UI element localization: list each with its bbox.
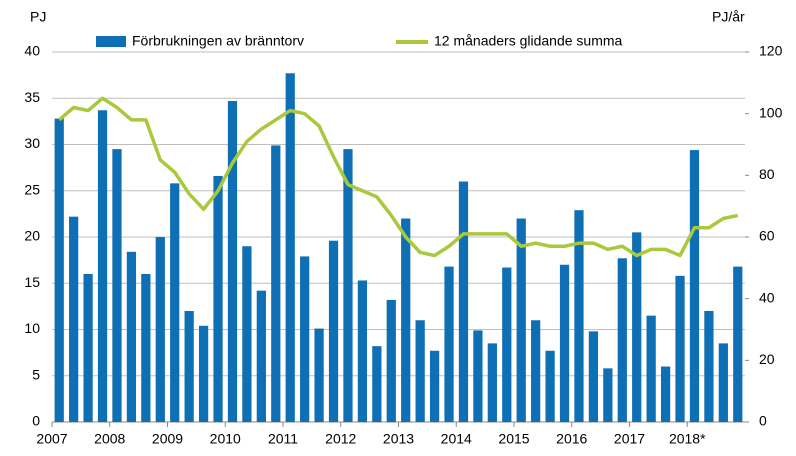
bar bbox=[545, 350, 555, 422]
bar bbox=[343, 149, 353, 422]
y-tick-label: 40 bbox=[24, 43, 40, 59]
bar bbox=[112, 149, 122, 422]
y-tick-label: 0 bbox=[32, 413, 40, 429]
bar bbox=[487, 343, 497, 422]
bar bbox=[97, 110, 108, 423]
y-tick-label: 30 bbox=[24, 135, 40, 151]
y-tick-label: 35 bbox=[24, 89, 40, 105]
bar bbox=[632, 232, 642, 422]
bar bbox=[271, 145, 281, 423]
x-tick-label: 2015 bbox=[498, 431, 529, 447]
y-tick-label: 5 bbox=[32, 366, 40, 382]
y-tick-label: 20 bbox=[24, 228, 40, 244]
bar bbox=[126, 251, 137, 422]
bar bbox=[401, 218, 411, 422]
x-tick-label: 2013 bbox=[383, 431, 414, 447]
bar bbox=[704, 311, 714, 422]
bar bbox=[155, 237, 165, 422]
bar bbox=[588, 331, 599, 422]
x-tick-label: 2018* bbox=[669, 431, 706, 447]
legend-label: Förbrukningen av bränntorv bbox=[132, 33, 304, 49]
bar bbox=[83, 274, 93, 422]
y2-tick-label: 0 bbox=[759, 413, 767, 429]
x-tick-label: 2012 bbox=[325, 431, 356, 447]
y2-tick-label: 40 bbox=[759, 289, 775, 305]
x-tick-label: 2014 bbox=[441, 431, 472, 447]
bar bbox=[415, 320, 425, 422]
x-tick-label: 2010 bbox=[210, 431, 241, 447]
y-tick-label: 25 bbox=[24, 181, 40, 197]
bar bbox=[718, 343, 728, 422]
bar bbox=[372, 346, 382, 422]
bar bbox=[502, 267, 512, 422]
bar bbox=[531, 320, 541, 422]
y-tick-label: 15 bbox=[24, 274, 40, 290]
y-axis-label: PJ bbox=[30, 9, 46, 25]
bar bbox=[213, 175, 223, 422]
bar bbox=[646, 315, 656, 422]
bar bbox=[675, 275, 685, 422]
x-tick-label: 2009 bbox=[152, 431, 183, 447]
bar bbox=[574, 210, 584, 422]
bar bbox=[184, 311, 194, 422]
bar bbox=[458, 181, 469, 422]
y2-tick-label: 20 bbox=[759, 351, 775, 367]
y-tick-label: 10 bbox=[24, 320, 40, 336]
bar bbox=[227, 101, 238, 423]
bar bbox=[617, 258, 627, 422]
legend-label: 12 månaders glidande summa bbox=[434, 33, 623, 49]
bar bbox=[314, 328, 324, 422]
bar bbox=[516, 218, 526, 422]
bar bbox=[689, 150, 700, 423]
y2-axis-label: PJ/år bbox=[712, 9, 745, 25]
bar bbox=[386, 299, 396, 422]
bar bbox=[357, 280, 368, 422]
bar bbox=[733, 266, 743, 422]
y2-tick-label: 60 bbox=[759, 228, 775, 244]
y2-tick-label: 80 bbox=[759, 166, 775, 182]
bar bbox=[559, 264, 570, 422]
x-tick-label: 2007 bbox=[36, 431, 67, 447]
bar bbox=[603, 368, 613, 422]
y2-tick-label: 100 bbox=[759, 104, 783, 120]
bar bbox=[54, 118, 64, 422]
line bbox=[58, 96, 739, 258]
bar bbox=[141, 274, 151, 422]
bar bbox=[300, 256, 310, 422]
x-tick-label: 2017 bbox=[614, 431, 645, 447]
bar bbox=[429, 350, 440, 422]
bar bbox=[242, 246, 252, 422]
bar bbox=[660, 366, 671, 422]
x-tick-label: 2008 bbox=[94, 431, 125, 447]
x-tick-label: 2011 bbox=[268, 431, 298, 447]
bar bbox=[328, 240, 339, 422]
bar bbox=[198, 325, 209, 422]
bar bbox=[170, 183, 180, 422]
legend-swatch bbox=[96, 36, 126, 47]
bar bbox=[444, 266, 454, 422]
bar bbox=[285, 73, 295, 423]
x-tick-label: 2016 bbox=[556, 431, 587, 447]
bar bbox=[69, 216, 79, 422]
bar bbox=[473, 330, 483, 422]
bar bbox=[256, 290, 266, 422]
y2-tick-label: 120 bbox=[759, 43, 783, 59]
